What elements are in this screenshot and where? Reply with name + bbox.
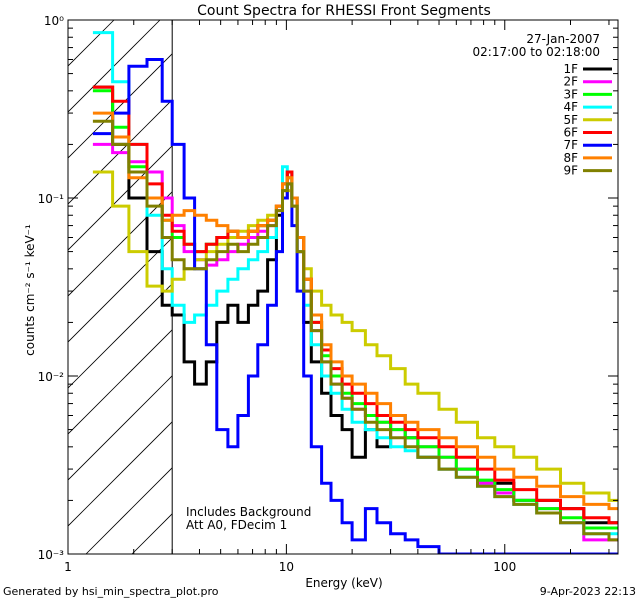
y-tick-label: 10⁻³ (38, 548, 65, 562)
hatch-line (68, 375, 173, 481)
legend-label-3f: 3F (563, 87, 578, 101)
y-tick-label: 10⁻² (38, 370, 65, 384)
hatch-line (68, 283, 173, 389)
legend-label-5f: 5F (563, 113, 578, 127)
y-tick-label: 10⁻¹ (38, 192, 65, 206)
y-tick-label: 10⁰ (44, 14, 64, 28)
footer-timestamp: 9-Apr-2023 22:13 (540, 585, 636, 598)
series-group (92, 31, 618, 554)
legend-label-1f: 1F (563, 62, 578, 76)
series-9f (92, 119, 618, 542)
note-attenuator: Att A0, FDecim 1 (186, 518, 287, 532)
legend-label-9f: 9F (563, 164, 578, 178)
legend-label-2f: 2F (563, 75, 578, 89)
y-axis-label: counts cm⁻² s⁻¹ keV⁻¹ (23, 224, 37, 356)
hatch-line (68, 53, 173, 159)
date-label: 27-Jan-2007 (526, 32, 600, 46)
hatch-line (68, 20, 161, 113)
note-background: Includes Background (186, 505, 311, 519)
time-range-label: 02:17:00 to 02:18:00 (473, 45, 600, 59)
x-tick-label: 1 (64, 560, 72, 574)
legend-label-7f: 7F (563, 138, 578, 152)
hatched-region (68, 20, 173, 554)
x-axis-label: Energy (keV) (305, 576, 382, 590)
legend-label-8f: 8F (563, 151, 578, 165)
y-axis-ticks: 10⁰ 10⁻¹ 10⁻² 10⁻³ (38, 14, 618, 562)
chart-title: Count Spectra for RHESSI Front Segments (197, 3, 491, 19)
hatch-line (68, 99, 173, 205)
hatch-line (68, 237, 173, 343)
legend-label-6f: 6F (563, 126, 578, 140)
footer-generated-by: Generated by hsi_min_spectra_plot.pro (3, 585, 219, 598)
x-axis-ticks: 1 10 100 (64, 20, 610, 574)
plot-frame (67, 19, 619, 555)
hatch-line (68, 421, 173, 527)
hatch-line (68, 191, 173, 297)
x-tick-label: 10 (279, 560, 294, 574)
legend-label-4f: 4F (563, 100, 578, 114)
x-tick-label: 100 (493, 560, 516, 574)
